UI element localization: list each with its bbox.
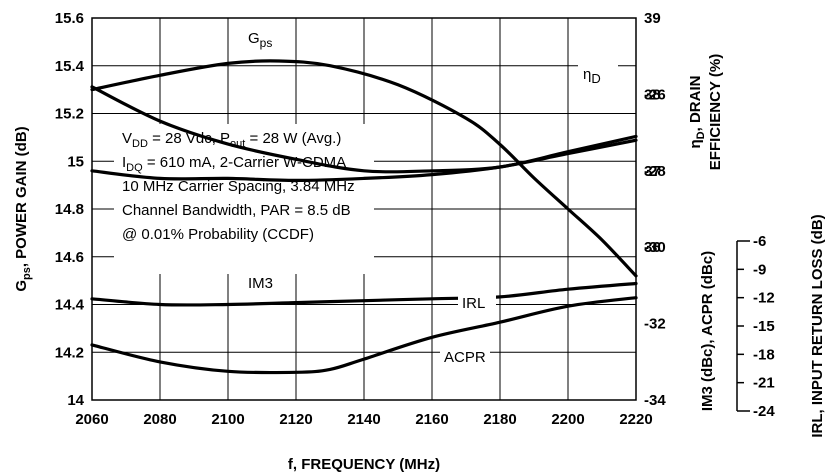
eff-axis-label-line1: ηD, DRAIN	[687, 76, 707, 149]
eff-axis-label-line2: EFFICIENCY (%)	[707, 54, 724, 170]
x-tick-label: 2160	[415, 411, 448, 428]
irl-tick-label: -15	[753, 318, 775, 335]
irl-tick-label: -21	[753, 375, 775, 392]
irl-tick-label: -9	[753, 261, 766, 278]
x-tick-label: 2180	[483, 411, 516, 428]
eff-tick-label: 37	[644, 163, 661, 180]
x-axis-label: f, FREQUENCY (MHz)	[288, 456, 440, 473]
annotation-line: @ 0.01% Probability (CCDF)	[122, 226, 314, 243]
plot-frame	[91, 17, 637, 401]
label-gps: Gps	[248, 30, 272, 50]
left-tick-label: 15.4	[55, 58, 85, 75]
label-eta-background	[578, 62, 618, 86]
series-line-gps	[90, 59, 638, 278]
left-tick-label: 15.6	[55, 10, 84, 27]
im3-tick-label: -26	[644, 86, 666, 103]
series-curves	[90, 59, 638, 375]
left-tick-label: 14.8	[55, 201, 84, 218]
series-line-im3	[90, 138, 638, 182]
series-labels: Gps ηD IM3 IRL ACPR	[244, 30, 618, 368]
x-tick-label: 2120	[279, 411, 312, 428]
series-line-acpr	[90, 281, 638, 307]
label-eta: ηD	[583, 66, 601, 86]
eff-tick-label: 39	[644, 10, 661, 27]
irl-tick-label: -6	[753, 233, 766, 250]
eff-tick-label: 38	[644, 86, 661, 103]
left-tick-label: 14	[67, 392, 84, 409]
axis-ticks: 2060 2080 2100 2120 2140 2160 2180 2200 2220 15.6…	[55, 10, 776, 428]
series-line-irl	[90, 296, 638, 375]
annotation-line: Channel Bandwidth, PAR = 8.5 dB	[122, 202, 351, 219]
label-irl-background	[458, 292, 496, 314]
label-im3: IM3	[248, 275, 273, 292]
im3-tick-label: -34	[644, 392, 666, 409]
x-tick-label: 2140	[347, 411, 380, 428]
im3-tick-label: -30	[644, 239, 666, 256]
irl-tick-label: -24	[753, 403, 775, 420]
im3-tick-label: -28	[644, 163, 666, 180]
left-tick-label: 14.4	[55, 297, 85, 314]
label-acpr: ACPR	[444, 349, 486, 366]
x-tick-label: 2220	[619, 411, 652, 428]
annotation-line: 10 MHz Carrier Spacing, 3.84 MHz	[122, 178, 355, 195]
im3-axis-label: IM3 (dBc), ACPR (dBc)	[699, 251, 716, 411]
left-axis-label: Gps, POWER GAIN (dB)	[13, 126, 33, 291]
left-tick-label: 15.2	[55, 106, 84, 123]
x-tick-label: 2100	[211, 411, 244, 428]
left-tick-label: 14.6	[55, 249, 84, 266]
conditions-annotation: VDD = 28 Vdc, Pout = 28 W (Avg.)IDQ = 61…	[114, 124, 374, 274]
im3-tick-label: -32	[644, 316, 666, 333]
left-tick-label: 15	[67, 153, 84, 170]
irl-tick-label: -12	[753, 290, 775, 307]
x-tick-label: 2080	[143, 411, 176, 428]
irl-axis-label: IRL, INPUT RETURN LOSS (dB)	[809, 214, 826, 437]
eff-tick-label: 36	[644, 239, 661, 256]
axis-labels: f, FREQUENCY (MHz) Gps, POWER GAIN (dB) ηD…	[13, 54, 826, 473]
left-tick-label: 14.2	[55, 344, 84, 361]
label-acpr-background	[440, 346, 490, 368]
label-im3-background	[244, 272, 284, 294]
label-irl: IRL	[462, 295, 485, 312]
x-tick-label: 2060	[75, 411, 108, 428]
x-tick-label: 2200	[551, 411, 584, 428]
irl-tick-label: -18	[753, 346, 775, 363]
